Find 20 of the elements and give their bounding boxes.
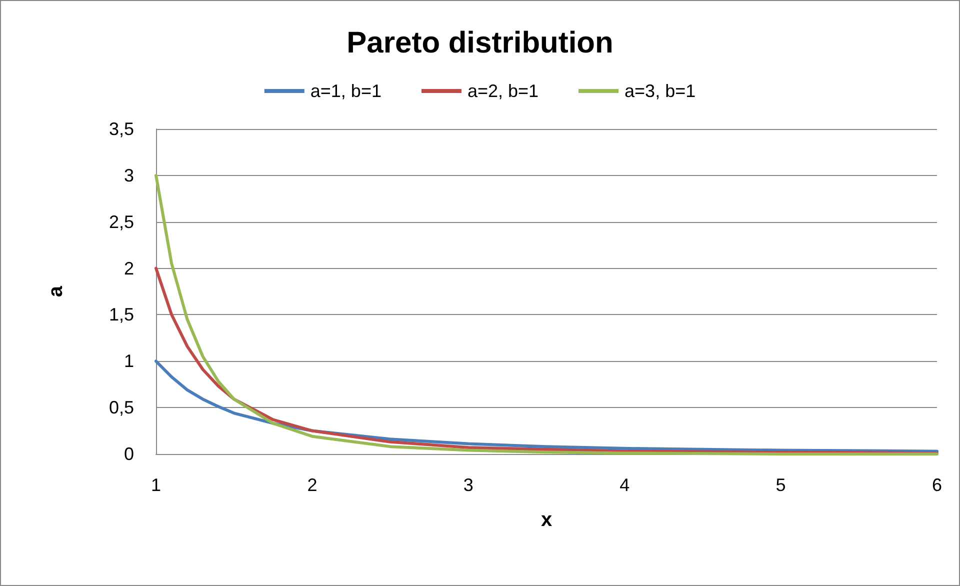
y-tick-label: 3,5 xyxy=(108,119,134,139)
y-tick-label: 1,5 xyxy=(108,304,134,325)
x-tick-label: 3 xyxy=(463,475,474,495)
x-axis-title: x xyxy=(540,509,552,531)
y-tick-label: 2 xyxy=(124,258,134,278)
x-tick-label: 6 xyxy=(932,475,942,495)
y-tick-label: 1 xyxy=(124,351,134,372)
legend-label: a=3, b=1 xyxy=(624,81,696,101)
legend-label: a=1, b=1 xyxy=(310,81,382,101)
y-tick-label: 3 xyxy=(124,165,134,186)
x-tick-label: 4 xyxy=(620,475,630,495)
x-tick-label: 1 xyxy=(150,475,162,495)
legend-label: a=2, b=1 xyxy=(467,81,539,101)
y-tick-label: 0,5 xyxy=(108,398,134,418)
chart-title: Pareto distribution xyxy=(346,26,614,60)
x-tick-label: 5 xyxy=(776,475,786,495)
y-tick-label: 0 xyxy=(124,444,134,464)
y-axis-title: a xyxy=(45,285,67,298)
y-tick-label: 2,5 xyxy=(108,212,134,232)
x-tick-label: 2 xyxy=(307,475,318,495)
